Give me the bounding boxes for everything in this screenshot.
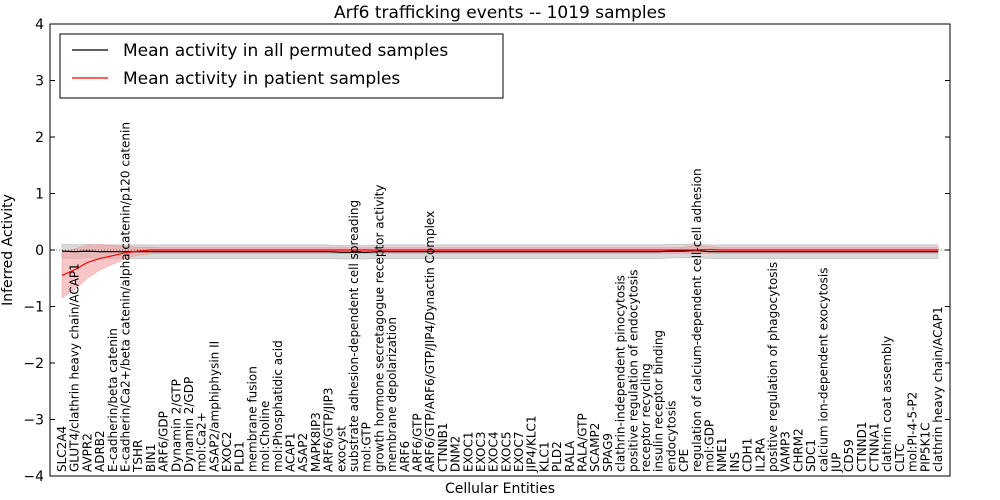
x-tick-label: VAMP3 — [779, 431, 793, 472]
x-tick-label: PIP5K1C — [918, 422, 932, 472]
x-tick-label: CDH1 — [741, 438, 755, 472]
y-tick-label: 1 — [35, 187, 44, 203]
x-tick-label: JIP4/KLC1 — [525, 415, 539, 473]
x-tick-label: clathrin heavy chain/ACAP1 — [931, 306, 945, 472]
y-tick-label: 4 — [35, 17, 44, 33]
x-tick-label: CTNNB1 — [436, 422, 450, 472]
x-tick-label: regulation of calcium-dependent cell-cel… — [690, 168, 704, 472]
y-tick-label: −4 — [23, 469, 44, 485]
x-tick-label: TSHR — [131, 440, 145, 473]
y-tick-label: −1 — [23, 300, 44, 316]
x-tick-label: EXOC5 — [499, 432, 513, 473]
x-tick-label: ARF6/GTP — [410, 413, 424, 472]
x-tick-label: KLC1 — [537, 441, 551, 472]
x-tick-label: receptor recycling — [639, 363, 653, 472]
x-tick-label: RALA — [563, 440, 577, 472]
x-tick-label: E-cadherin/Ca2+/beta catenin/alpha caten… — [118, 122, 132, 472]
x-tick-label: exocyst — [334, 426, 348, 472]
x-tick-label: EXOC7 — [512, 432, 526, 473]
legend-label-permuted: Mean activity in all permuted samples — [123, 41, 448, 61]
x-tick-label: mol:Ca2+ — [195, 412, 209, 472]
x-tick-label: ARF6/GTP/ARF6/GTP/JIP4/Dynactin Complex — [423, 211, 437, 472]
x-tick-label: SDC1 — [804, 439, 818, 472]
x-tick-label: PLD1 — [233, 441, 247, 472]
x-tick-label: CTNNA1 — [868, 422, 882, 472]
legend-label-patient: Mean activity in patient samples — [123, 69, 400, 89]
x-tick-label: Dynamin 2/GDP — [182, 377, 196, 472]
x-tick-label: EXOC1 — [461, 432, 475, 473]
x-tick-label: NME1 — [715, 437, 729, 472]
x-tick-label: mol:Phosphatidic acid — [271, 340, 285, 472]
x-tick-label: ARF6/GTP/JIP3 — [322, 387, 336, 472]
x-tick-label: SCAMP2 — [588, 423, 602, 472]
legend: Mean activity in all permuted samples Me… — [59, 33, 504, 99]
x-tick-label: ADRB2 — [93, 430, 107, 472]
x-tick-label: PLD2 — [550, 441, 564, 472]
chart-title: Arf6 trafficking events -- 1019 samples — [334, 3, 666, 23]
y-axis-ticks: −4 −3 −2 −1 0 1 2 3 4 — [23, 17, 950, 485]
x-tick-label: CLTC — [893, 444, 907, 472]
x-tick-label: ARF6 — [398, 441, 412, 472]
x-tick-label: BIN1 — [144, 444, 158, 472]
y-tick-label: 2 — [35, 130, 44, 146]
y-tick-label: −2 — [23, 356, 44, 372]
y-tick-label: 0 — [35, 243, 44, 259]
x-tick-label: insulin receptor binding — [652, 330, 666, 472]
x-tick-label: SPAG9 — [601, 433, 615, 472]
x-tick-label: positive regulation of phagocytosis — [766, 262, 780, 472]
x-tick-label: IL2RA — [753, 437, 767, 472]
series-line-permuted — [61, 249, 938, 253]
x-tick-label: mol:GTP — [360, 422, 374, 472]
x-tick-label: mol:Choline — [258, 401, 272, 472]
x-tick-label: CHRM2 — [791, 428, 805, 472]
x-tick-label: EXOC2 — [220, 432, 234, 473]
x-tick-label: membrane fusion — [245, 366, 259, 472]
x-tick-label: EXOC3 — [474, 431, 488, 472]
y-tick-label: −3 — [23, 413, 44, 429]
x-tick-label: mol:PI-4-5-P2 — [906, 392, 920, 472]
x-tick-label: ARF6/GDP — [157, 411, 171, 472]
x-tick-label: substrate adhesion-dependent cell spread… — [347, 200, 361, 472]
x-tick-label: DNM2 — [449, 436, 463, 472]
x-tick-label: growth hormone secretagogue receptor act… — [372, 185, 386, 472]
x-tick-label: clathrin-independent pinocytosis — [614, 275, 628, 472]
x-tick-label: INS — [728, 452, 742, 472]
x-tick-label: RALA/GTP — [576, 413, 590, 472]
x-tick-label: ACAP1 — [284, 433, 298, 472]
x-tick-label: positive regulation of endocytosis — [626, 269, 640, 472]
x-tick-label: ASAP2/amphiphysin II — [207, 341, 221, 472]
y-tick-label: 3 — [35, 74, 44, 90]
x-tick-label: SLC2A4 — [55, 426, 69, 472]
series-line-patient — [61, 248, 938, 276]
x-tick-label: GLUT4/clathrin heavy chain/ACAP1 — [68, 263, 82, 472]
x-tick-label: CD59 — [842, 439, 856, 472]
x-tick-label: calcium ion-dependent exocytosis — [817, 268, 831, 473]
x-tick-label: endocytosis — [664, 400, 678, 472]
x-tick-label: membrane depolarization — [385, 317, 399, 472]
x-tick-label: EXOC4 — [487, 432, 501, 473]
x-tick-label: CTNND1 — [855, 421, 869, 472]
x-tick-label: AVPR2 — [80, 433, 94, 472]
x-tick-label: mol:GDP — [702, 420, 716, 472]
x-tick-label: JUP — [829, 452, 843, 473]
x-tick-label: ASAP2 — [296, 433, 310, 472]
x-tick-label: Dynamin 2/GTP — [169, 379, 183, 472]
legend-box — [59, 33, 504, 99]
series-lines — [61, 248, 938, 276]
y-axis-label: Inferred Activity — [0, 194, 16, 306]
x-tick-label: clathrin coat assembly — [880, 336, 894, 472]
x-tick-label: CPE — [677, 449, 691, 472]
x-tick-label: MAPK8IP3 — [309, 412, 323, 472]
x-axis-label: Cellular Entities — [445, 481, 555, 497]
x-tick-label: E-cadherin/beta catenin — [106, 328, 120, 472]
